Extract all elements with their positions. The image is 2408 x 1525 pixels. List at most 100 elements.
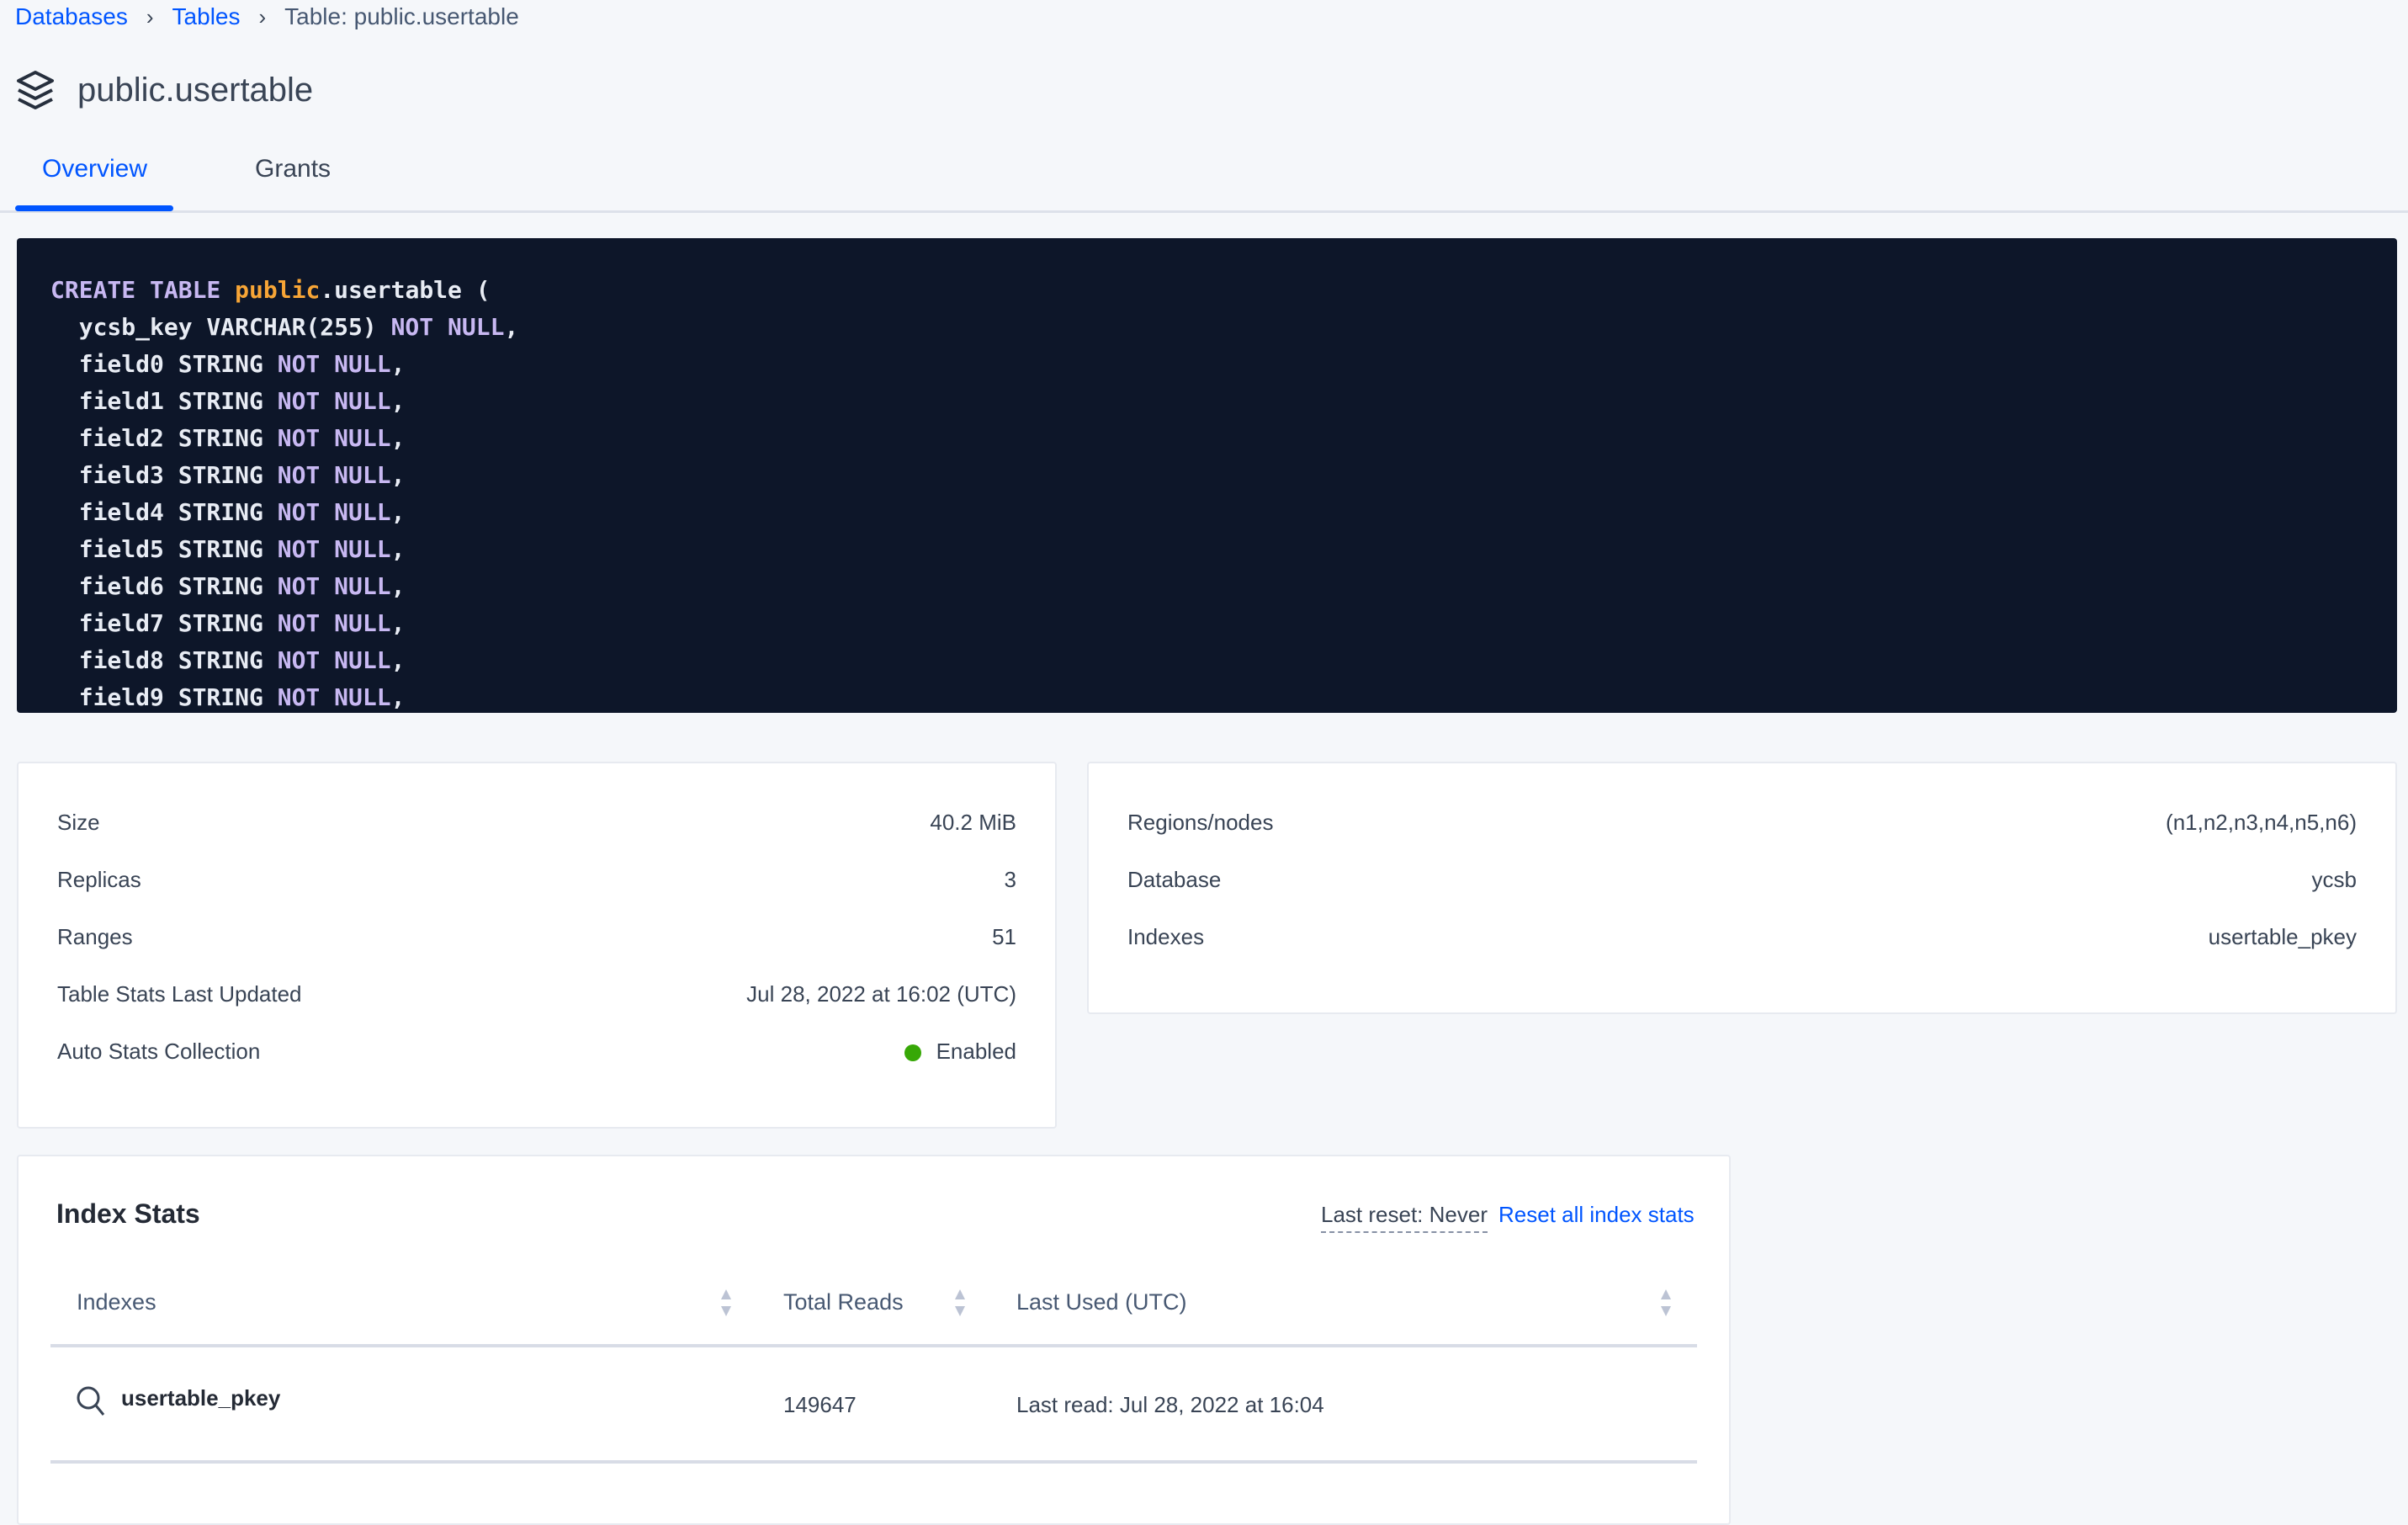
code-token: NOT NULL — [390, 313, 505, 341]
stat-row: Database ycsb — [1127, 863, 2357, 896]
code-token: NOT NULL — [277, 535, 391, 563]
code-token: .usertable ( — [320, 276, 491, 304]
sort-icon[interactable] — [953, 1288, 967, 1318]
stat-row: Auto Stats Collection Enabled — [57, 1034, 1016, 1068]
code-token: , — [390, 572, 406, 600]
code-token: , — [390, 535, 406, 563]
code-token: , — [504, 313, 519, 341]
code-token: , — [390, 646, 406, 674]
code-token: , — [390, 609, 406, 637]
sort-icon[interactable] — [719, 1288, 733, 1318]
index-name-link[interactable]: usertable_pkey — [121, 1385, 281, 1411]
stat-value: Jul 28, 2022 at 16:02 (UTC) — [746, 981, 1016, 1007]
page-header: public.usertable — [15, 69, 313, 111]
code-line: field3 STRING NOT NULL, — [50, 457, 2397, 494]
breadcrumb-tables[interactable]: Tables — [172, 3, 241, 29]
code-line: field6 STRING NOT NULL, — [50, 568, 2397, 605]
table-header-divider — [50, 1344, 1697, 1347]
code-token: NOT NULL — [277, 498, 391, 526]
stat-value-text: 3 — [1004, 866, 1016, 892]
code-token: NOT NULL — [277, 387, 391, 415]
code-token: field0 STRING — [50, 350, 278, 378]
tab-overview[interactable]: Overview — [42, 155, 148, 183]
stat-value-text: Jul 28, 2022 at 16:02 (UTC) — [746, 980, 1016, 1007]
code-token: field9 STRING — [50, 683, 278, 711]
stat-value-text: ycsb — [2311, 866, 2357, 892]
stat-label: Size — [57, 809, 100, 835]
stat-value-text: usertable_pkey — [2208, 923, 2357, 949]
code-token: field4 STRING — [50, 498, 278, 526]
stat-row: Regions/nodes (n1,n2,n3,n4,n5,n6) — [1127, 805, 2357, 839]
breadcrumb: Databases › Tables › Table: public.usert… — [15, 3, 519, 30]
stat-value: (n1,n2,n3,n4,n5,n6) — [2166, 810, 2357, 836]
stat-value-text: (n1,n2,n3,n4,n5,n6) — [2166, 809, 2357, 835]
code-line: CREATE TABLE public.usertable ( — [50, 272, 2397, 309]
status-dot-icon — [904, 1044, 921, 1061]
code-token: , — [390, 683, 406, 711]
column-header-total-reads[interactable]: Total Reads — [783, 1289, 904, 1315]
stat-row: Indexes usertable_pkey — [1127, 920, 2357, 954]
code-token: NOT NULL — [277, 350, 391, 378]
code-token: , — [390, 350, 406, 378]
chevron-right-icon: › — [146, 3, 154, 29]
table-stats-card: Size 40.2 MiB Replicas 3 Ranges 51 Table Stats… — [17, 762, 1057, 1129]
active-tab-indicator — [15, 205, 173, 211]
stat-label: Ranges — [57, 923, 133, 949]
index-stats-title: Index Stats — [56, 1198, 200, 1229]
stat-label: Regions/nodes — [1127, 809, 1274, 835]
code-token: NOT NULL — [277, 683, 391, 711]
stat-label: Database — [1127, 866, 1222, 892]
chevron-right-icon: › — [258, 3, 267, 29]
code-token: ycsb_key VARCHAR(255) — [50, 313, 391, 341]
code-line: ycsb_key VARCHAR(255) NOT NULL, — [50, 309, 2397, 346]
tab-bar: Overview Grants — [0, 148, 2408, 213]
stat-value: ycsb — [2312, 867, 2357, 893]
tab-grants[interactable]: Grants — [255, 155, 331, 183]
last-used-cell: Last read: Jul 28, 2022 at 16:04 — [1016, 1392, 1324, 1417]
stat-value-text: Enabled — [936, 1038, 1016, 1064]
total-reads-cell: 149647 — [783, 1392, 857, 1417]
code-token: , — [390, 387, 406, 415]
stat-value: 40.2 MiB — [930, 810, 1016, 836]
code-token: , — [390, 498, 406, 526]
breadcrumb-databases[interactable]: Databases — [15, 3, 128, 29]
code-token: NOT NULL — [277, 609, 391, 637]
code-token: NOT NULL — [277, 424, 391, 452]
sort-icon[interactable] — [1659, 1288, 1673, 1318]
create-statement-code: CREATE TABLE public.usertable ( ycsb_key… — [17, 238, 2397, 713]
stat-row: Size 40.2 MiB — [57, 805, 1016, 839]
table-row-divider — [50, 1460, 1697, 1464]
search-icon — [77, 1386, 105, 1416]
breadcrumb-current: Table: public.usertable — [284, 3, 519, 29]
code-token: field8 STRING — [50, 646, 278, 674]
stat-label: Auto Stats Collection — [57, 1038, 261, 1064]
code-token: field2 STRING — [50, 424, 278, 452]
code-line: field9 STRING NOT NULL, — [50, 679, 2397, 713]
code-line: field2 STRING NOT NULL, — [50, 420, 2397, 457]
code-line: field5 STRING NOT NULL, — [50, 531, 2397, 568]
column-header-last-used[interactable]: Last Used (UTC) — [1016, 1289, 1187, 1315]
code-token: CREATE TABLE — [50, 276, 221, 304]
code-line: field0 STRING NOT NULL, — [50, 346, 2397, 383]
stat-value-text: 40.2 MiB — [930, 809, 1016, 835]
stat-label: Replicas — [57, 866, 141, 892]
code-token: NOT NULL — [277, 646, 391, 674]
stat-row: Replicas 3 — [57, 863, 1016, 896]
code-line: field8 STRING NOT NULL, — [50, 642, 2397, 679]
code-token: NOT NULL — [277, 572, 391, 600]
code-token: field5 STRING — [50, 535, 278, 563]
stat-value-text: 51 — [992, 923, 1016, 949]
code-line: field1 STRING NOT NULL, — [50, 383, 2397, 420]
stat-value: Enabled — [904, 1039, 1016, 1065]
column-header-indexes[interactable]: Indexes — [77, 1289, 156, 1315]
code-token: field3 STRING — [50, 461, 278, 489]
code-token: field6 STRING — [50, 572, 278, 600]
code-line: field7 STRING NOT NULL, — [50, 605, 2397, 642]
code-token: , — [390, 461, 406, 489]
code-token: public — [235, 276, 321, 304]
reset-index-stats-link[interactable]: Reset all index stats — [1498, 1202, 1695, 1227]
table-info-card: Regions/nodes (n1,n2,n3,n4,n5,n6) Database… — [1087, 762, 2397, 1014]
code-line: field4 STRING NOT NULL, — [50, 494, 2397, 531]
stat-label: Table Stats Last Updated — [57, 980, 302, 1007]
stat-value: 3 — [1005, 867, 1016, 893]
